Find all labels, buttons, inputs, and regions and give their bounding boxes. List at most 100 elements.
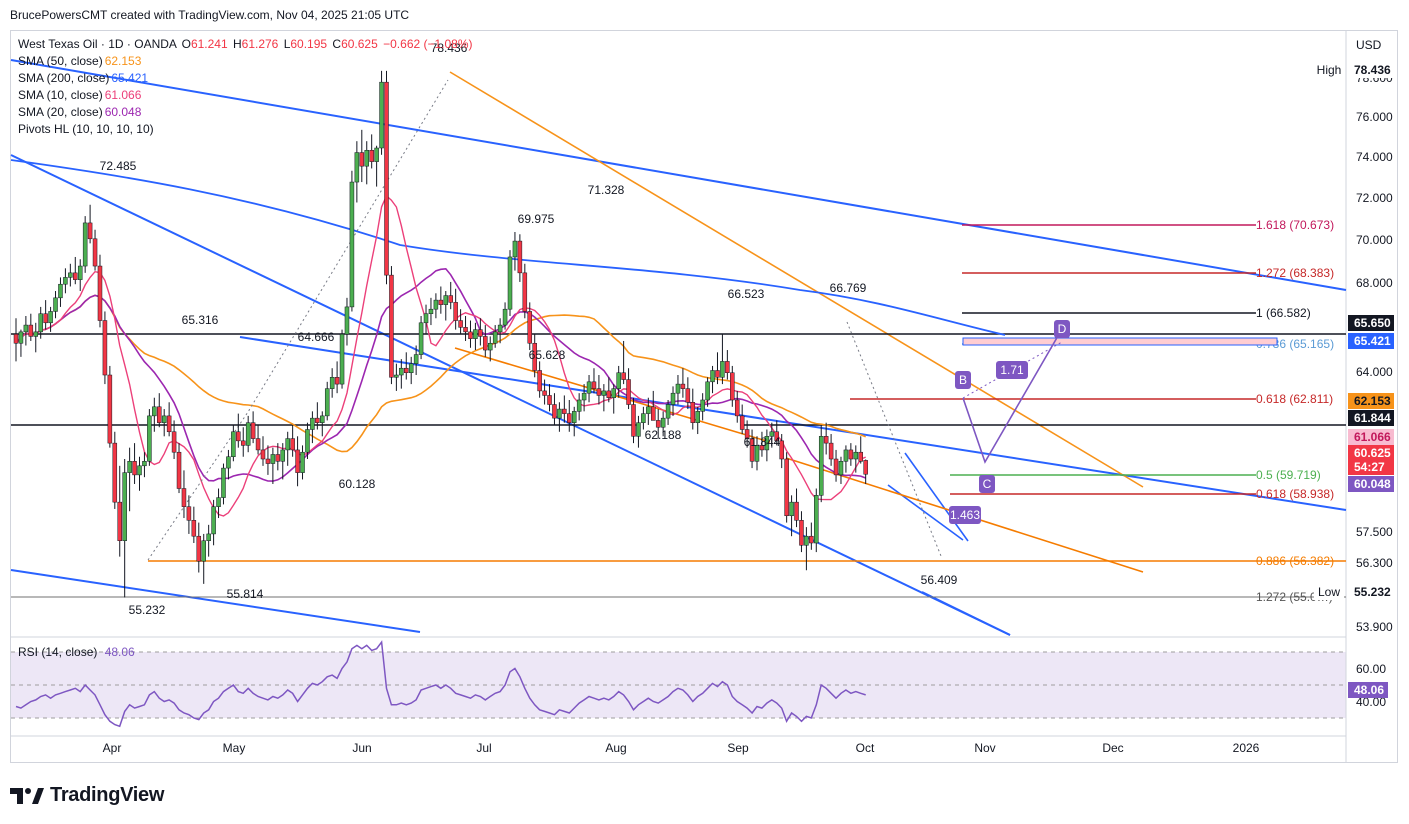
tradingview-logo-icon [10,787,44,804]
candle-body [744,429,750,439]
candle-body [715,370,720,378]
candle-body [537,370,542,392]
candle-body [828,442,834,460]
rsi-value: 48.06 [104,645,135,659]
candle-body [349,181,355,308]
candle-body [320,415,325,423]
ohlc-l: L60.195 [280,37,327,51]
candles [13,70,868,598]
pivot-label: 62.188 [645,428,682,442]
ohlc-value: 61.276 [241,37,279,51]
price-tag-value: 61.844 [1354,411,1391,425]
candle-body [221,467,226,498]
trendline-orange-high [449,71,1144,488]
price-tick: 72.000 [1356,191,1393,205]
chart-frame [10,30,1398,763]
candle-body [725,361,730,373]
rsi-value-tag-text: 48.06 [1354,683,1384,697]
pivot-label: 66.769 [830,281,867,295]
indicator-row[interactable]: SMA (50, close) 62.153 [18,53,473,70]
price-tag [1348,410,1394,426]
candle-body [48,311,53,324]
candle-body [33,331,39,337]
pivot-label: 65.628 [529,348,566,362]
indicator-row[interactable]: SMA (10, close) 61.066 [18,87,473,104]
symbol-name[interactable]: West Texas Oil · 1D · OANDA [18,37,177,51]
price-tag [1348,459,1394,475]
candle-body [799,520,804,546]
candle-body [73,272,78,280]
pivot-label: 69.975 [518,212,555,226]
time-tick: Nov [974,741,995,755]
candle-body [334,377,340,385]
chart-legend: West Texas Oil · 1D · OANDA O61.241 H61.… [18,36,473,138]
rsi-value-tag [1348,682,1388,698]
candle-body [240,440,246,446]
candle-body [680,383,686,389]
trendline-channel-low [10,154,1011,636]
candle-body [260,449,266,460]
ohlc-key: H [229,37,242,51]
time-tick: Sep [727,741,749,755]
candle-body [774,431,780,442]
candle-body [794,501,799,521]
candle-body [226,456,231,469]
pivot-label: 65.316 [182,313,219,327]
indicator-label: SMA (20, close) [18,105,103,119]
price-tag-value: 61.066 [1354,430,1391,444]
candle-body [364,150,369,167]
candle-body [428,308,434,314]
candle-body [651,406,656,421]
sma-50-line [15,294,866,453]
tradingview-logo[interactable]: TradingView [10,784,164,807]
candle-body [863,460,868,475]
candle-body [739,415,745,430]
candle-body [186,506,192,521]
candle-body [413,354,419,364]
candle-body [97,265,103,321]
candle-body [601,390,607,396]
candle-body [196,535,202,562]
wedge-upper [904,452,969,542]
candle-body [507,256,513,310]
candle-body [201,540,206,562]
indicator-row[interactable]: SMA (200, close) 65.421 [18,70,473,87]
candle-body [527,311,533,344]
candle-body [453,302,458,321]
candle-body [547,395,552,405]
sma-10-line [15,194,866,517]
candle-body [369,150,374,162]
brand-name: TradingView [50,784,165,806]
candle-body [586,381,592,394]
currency-label[interactable]: USD [1356,38,1382,52]
candle-body [236,431,241,442]
candle-body [423,313,429,324]
candle-body [557,408,562,419]
price-tick: 70.000 [1356,233,1393,247]
candle-body [359,152,365,167]
candle-body [408,363,414,373]
price-tag-value: 60.048 [1354,477,1391,491]
candle-body [626,379,631,405]
symbol-row[interactable]: West Texas Oil · 1D · OANDA O61.241 H61.… [18,36,473,53]
rsi-legend[interactable]: RSI (14, close) 48.06 [18,645,135,659]
indicator-row[interactable]: SMA (20, close) 60.048 [18,104,473,121]
candle-body [280,449,286,462]
candle-body [18,331,24,344]
trendline-descending [239,336,1347,511]
pattern-ratio-label: 1.463 [950,508,980,522]
indicator-row[interactable]: Pivots HL (10, 10, 10, 10) [18,121,473,138]
candle-body [483,336,488,351]
price-tag [1348,62,1394,78]
candle-body [843,449,849,462]
pivot-label: 55.814 [227,587,264,601]
candle-body [468,331,473,339]
candle-body [655,420,661,428]
candle-body [552,404,557,419]
candle-body [344,306,350,335]
candle-body [142,461,147,467]
candle-body [670,392,676,405]
candle-body [734,399,740,417]
fib-label: 0.618 (58.938) [1256,487,1334,501]
